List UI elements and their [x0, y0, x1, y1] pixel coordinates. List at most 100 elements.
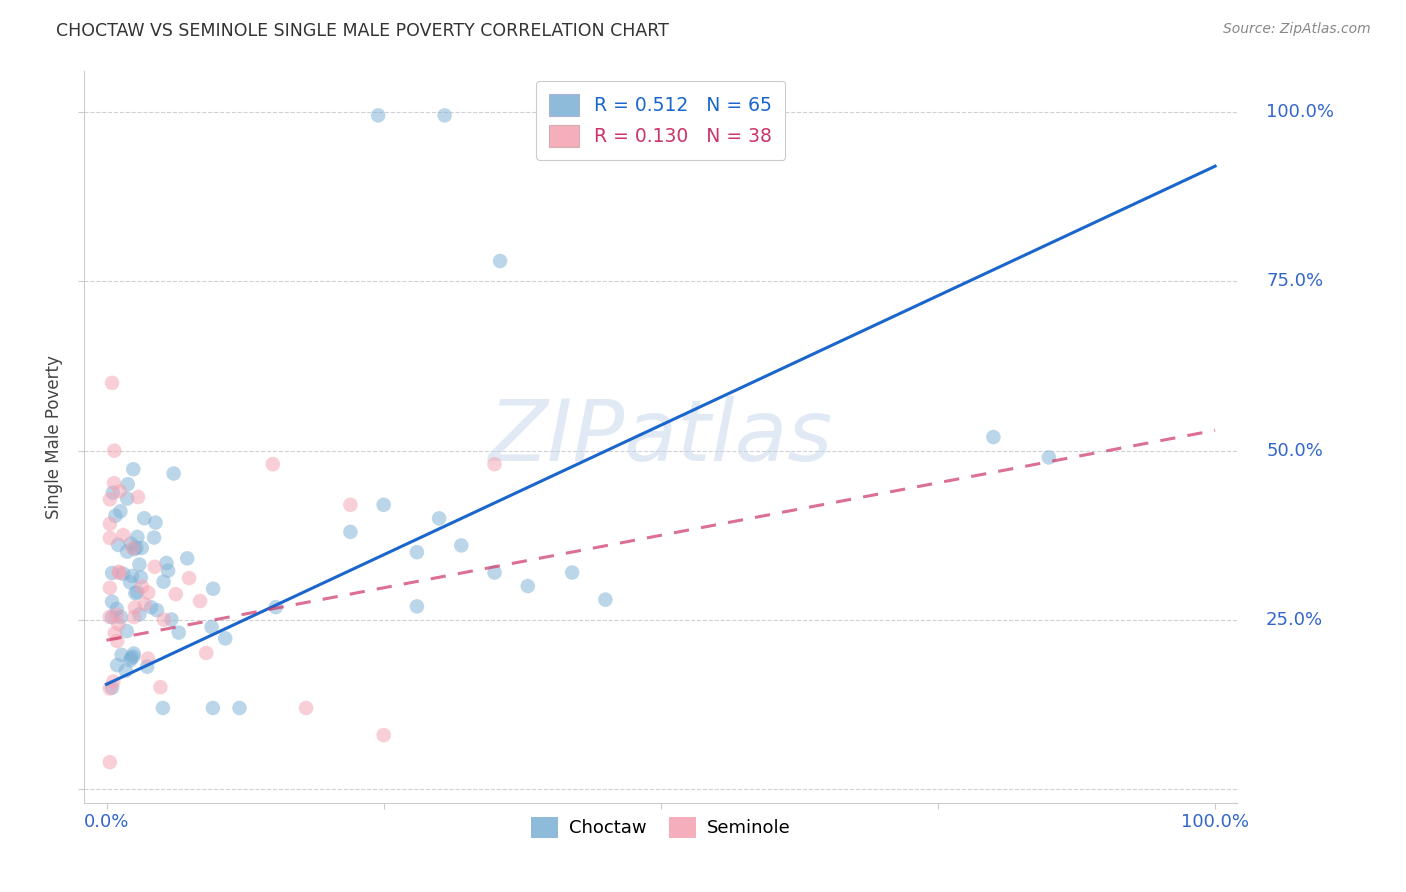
Point: [127, 585, 149, 599]
Point: [110, 504, 132, 518]
Point: [128, 558, 150, 572]
Point: [339, 524, 361, 539]
Point: [131, 541, 153, 555]
Legend: Choctaw, Seminole: Choctaw, Seminole: [524, 810, 797, 845]
Point: [367, 108, 389, 122]
Point: [489, 254, 512, 268]
Point: [101, 376, 124, 390]
Point: [124, 542, 146, 557]
Point: [264, 600, 287, 615]
Text: 25.0%: 25.0%: [1267, 611, 1323, 629]
Point: [1038, 450, 1060, 465]
Point: [120, 651, 142, 665]
Point: [98, 492, 121, 507]
Point: [107, 538, 129, 552]
Point: [163, 467, 186, 481]
Point: [214, 632, 236, 646]
Point: [115, 624, 138, 638]
Point: [153, 613, 176, 627]
Point: [120, 575, 142, 590]
Point: [406, 599, 429, 614]
Point: [107, 617, 129, 632]
Point: [167, 625, 190, 640]
Point: [115, 664, 138, 678]
Point: [134, 511, 156, 525]
Point: [101, 485, 124, 500]
Point: [103, 674, 125, 689]
Point: [98, 755, 121, 769]
Point: [124, 600, 146, 615]
Point: [129, 570, 152, 584]
Point: [188, 594, 211, 608]
Point: [104, 626, 127, 640]
Point: [103, 443, 125, 458]
Point: [373, 498, 395, 512]
Point: [373, 728, 395, 742]
Point: [136, 651, 159, 665]
Point: [152, 574, 174, 589]
Point: [134, 597, 156, 611]
Text: 100.0%: 100.0%: [1267, 103, 1334, 121]
Point: [122, 647, 145, 661]
Point: [143, 559, 166, 574]
Text: Source: ZipAtlas.com: Source: ZipAtlas.com: [1223, 22, 1371, 37]
Point: [152, 701, 174, 715]
Point: [125, 541, 148, 555]
Point: [117, 477, 139, 491]
Point: [110, 610, 132, 624]
Point: [157, 564, 180, 578]
Point: [406, 545, 429, 559]
Point: [112, 566, 135, 581]
Point: [98, 516, 121, 531]
Point: [177, 571, 200, 585]
Point: [101, 610, 124, 624]
Point: [201, 701, 224, 715]
Point: [131, 580, 153, 594]
Text: 50.0%: 50.0%: [1267, 442, 1323, 459]
Point: [339, 498, 361, 512]
Point: [112, 528, 135, 542]
Point: [160, 613, 183, 627]
Point: [122, 610, 145, 624]
Text: 75.0%: 75.0%: [1267, 272, 1323, 290]
Point: [98, 531, 121, 545]
Point: [484, 566, 506, 580]
Point: [120, 653, 142, 667]
Point: [127, 490, 149, 504]
Point: [136, 585, 159, 599]
Point: [124, 586, 146, 600]
Point: [228, 701, 250, 715]
Point: [176, 551, 198, 566]
Point: [101, 566, 124, 580]
Point: [450, 538, 472, 552]
Point: [433, 108, 456, 122]
Text: CHOCTAW VS SEMINOLE SINGLE MALE POVERTY CORRELATION CHART: CHOCTAW VS SEMINOLE SINGLE MALE POVERTY …: [56, 22, 669, 40]
Point: [110, 648, 132, 662]
Point: [105, 602, 128, 616]
Point: [104, 508, 127, 523]
Point: [98, 581, 121, 595]
Text: ZIPatlas: ZIPatlas: [489, 395, 832, 479]
Point: [98, 609, 121, 624]
Point: [122, 649, 145, 664]
Point: [143, 531, 166, 545]
Point: [115, 491, 138, 506]
Point: [262, 457, 284, 471]
Point: [115, 544, 138, 558]
Point: [120, 536, 142, 550]
Point: [149, 680, 172, 694]
Point: [108, 484, 131, 499]
Point: [145, 516, 167, 530]
Point: [195, 646, 218, 660]
Point: [108, 565, 131, 579]
Point: [484, 457, 506, 471]
Point: [595, 592, 617, 607]
Point: [101, 681, 124, 695]
Point: [103, 476, 125, 491]
Point: [98, 681, 121, 696]
Point: [141, 600, 163, 615]
Point: [427, 511, 450, 525]
Point: [121, 541, 143, 555]
Point: [200, 620, 222, 634]
Point: [121, 569, 143, 583]
